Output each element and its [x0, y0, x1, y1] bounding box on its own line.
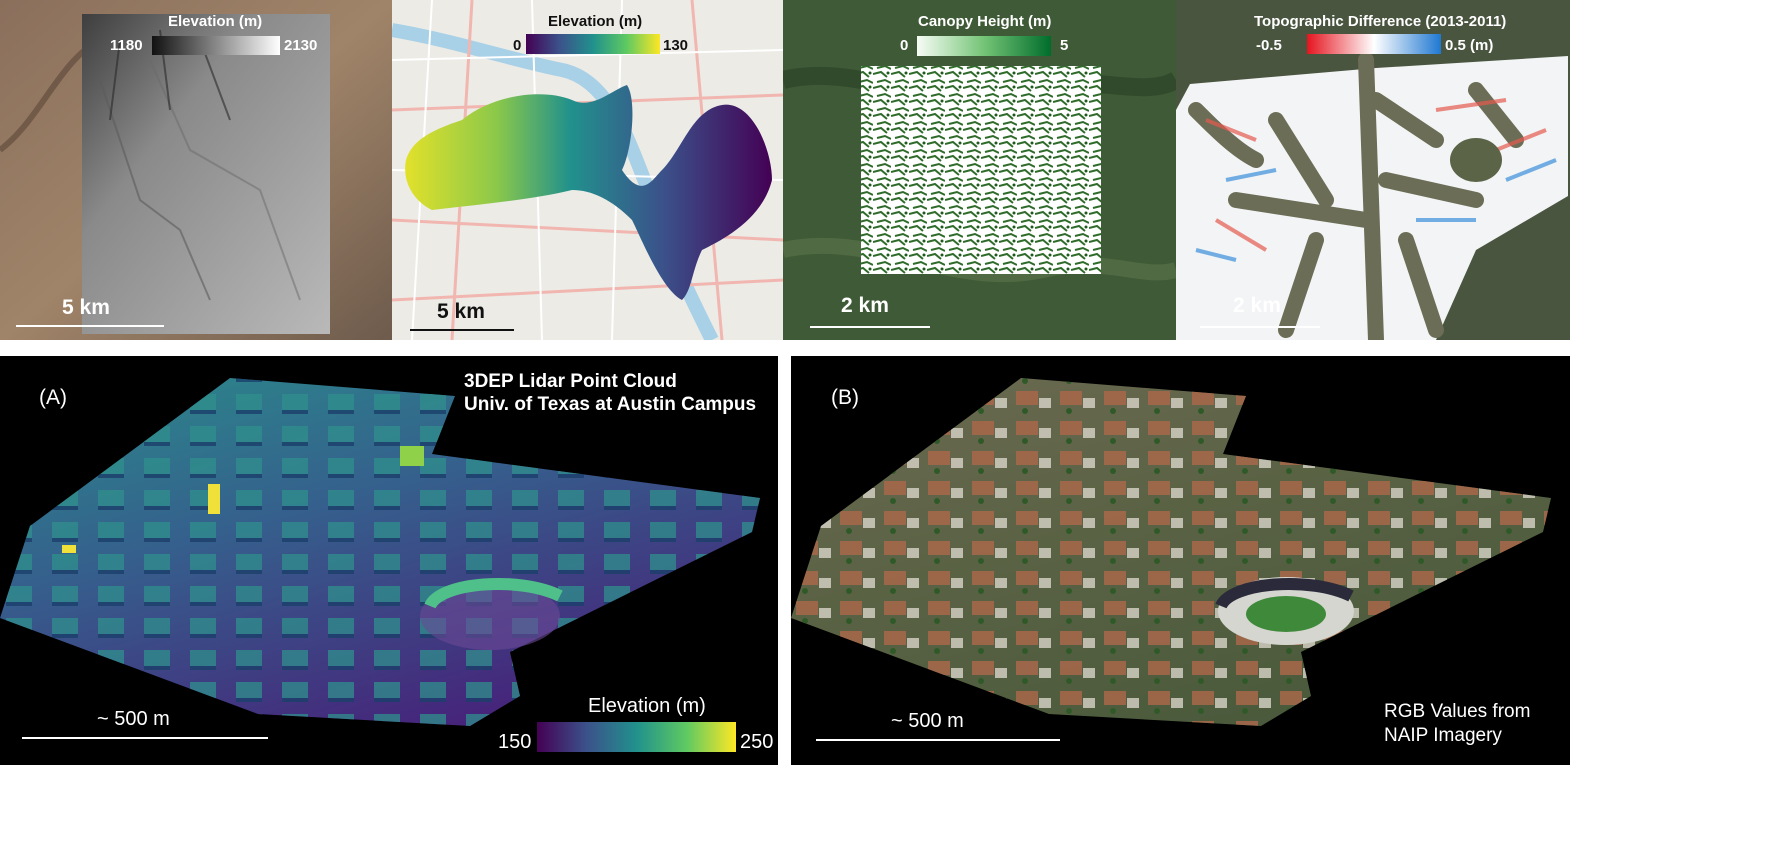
scale-bar: [1200, 326, 1320, 328]
hillshade-map-image: [0, 0, 392, 340]
canopy-map-image: [783, 0, 1176, 340]
colorbar-viridis: [537, 722, 736, 752]
legend-title: Elevation (m): [588, 695, 706, 717]
scale-bar-label: 5 km: [62, 296, 110, 319]
colorbar-grays: [152, 36, 280, 55]
panel-title-line2: Univ. of Texas at Austin Campus: [464, 394, 757, 415]
panel-hillshade-elevation: Elevation (m) 1180 2130 5 km: [0, 0, 392, 340]
legend-max-label: 2130: [284, 37, 318, 54]
street-map-image: [392, 0, 783, 340]
legend-max-label: 250: [740, 731, 774, 753]
point-cloud-elevation-image: [0, 378, 760, 726]
scale-bar-label: 2 km: [841, 294, 889, 317]
scale-bar-label: ~ 500 m: [97, 708, 170, 730]
caption-line2: NAIP Imagery: [1384, 725, 1502, 746]
scale-bar: [810, 326, 930, 328]
panel-topographic-difference: Topographic Difference (2013-2011) -0.5 …: [1176, 0, 1570, 340]
panel-canopy-height: Canopy Height (m) 0 5 2 km: [783, 0, 1176, 340]
legend-min-label: 0: [513, 37, 522, 54]
panel-a-lidar-elevation: (A) 3DEP Lidar Point Cloud Univ. of Texa…: [0, 356, 778, 765]
panel-title-line1: 3DEP Lidar Point Cloud: [464, 371, 677, 392]
colorbar-diverging: [1307, 34, 1441, 54]
legend-min-label: 150: [498, 731, 532, 753]
scale-bar-label: 5 km: [437, 300, 485, 323]
legend-title: Elevation (m): [548, 13, 643, 30]
legend-min-label: 1180: [110, 37, 143, 54]
legend-title: Elevation (m): [168, 13, 263, 30]
delta-map-image: [1176, 0, 1570, 340]
scale-bar: [816, 739, 1060, 741]
colorbar-greens: [917, 36, 1051, 56]
panel-label: (B): [831, 386, 859, 409]
colorbar-viridis: [526, 34, 660, 54]
point-cloud-rgb-image: [791, 378, 1551, 726]
panel-b-lidar-rgb: (B) ~ 500 m RGB Values from NAIP Imagery: [791, 356, 1570, 765]
scale-bar: [22, 737, 268, 739]
scale-bar-label: 2 km: [1233, 294, 1281, 317]
legend-title: Topographic Difference (2013-2011): [1254, 13, 1507, 30]
panel-watershed-elevation: Elevation (m) 0 130 5 km: [392, 0, 783, 340]
legend-max-label: 5: [1060, 37, 1069, 54]
caption-line1: RGB Values from: [1384, 701, 1531, 722]
legend-min-label: -0.5: [1256, 37, 1282, 54]
legend-max-label: 0.5 (m): [1445, 37, 1494, 54]
legend-title: Canopy Height (m): [918, 13, 1052, 30]
scale-bar: [410, 329, 514, 331]
scale-bar: [16, 325, 164, 327]
legend-max-label: 130: [663, 37, 689, 54]
legend-min-label: 0: [900, 37, 909, 54]
scale-bar-label: ~ 500 m: [891, 710, 964, 732]
panel-label: (A): [39, 386, 67, 409]
